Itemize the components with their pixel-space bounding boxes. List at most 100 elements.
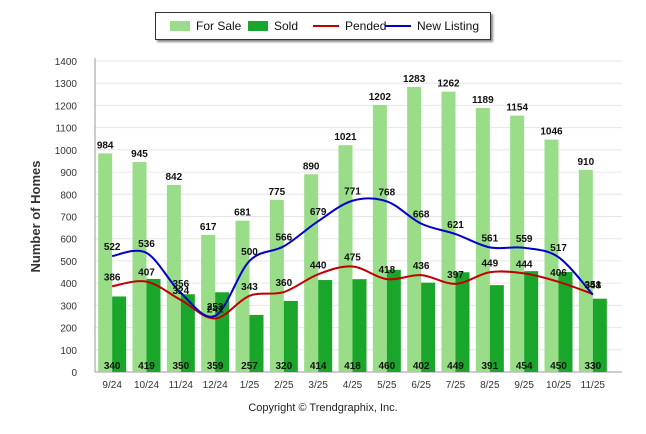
bar-sold	[283, 300, 298, 372]
data-label-new-listing: 768	[378, 187, 395, 198]
x-tick-label: 10/25	[546, 380, 571, 391]
bar-sold	[112, 296, 127, 372]
bar-sold	[524, 271, 539, 372]
data-label-pended: 406	[550, 268, 567, 279]
data-label-for-sale: 1021	[334, 132, 357, 143]
bar-sold	[146, 278, 161, 372]
y-tick-label: 1200	[55, 101, 78, 112]
legend-line-pended	[313, 25, 339, 27]
data-label-sold: 414	[310, 361, 327, 372]
legend-label-pended: Pended	[345, 19, 387, 33]
bar-sold	[386, 269, 401, 372]
data-label-sold: 320	[275, 361, 292, 372]
data-label-new-listing: 559	[516, 234, 533, 245]
legend-label-sold: Sold	[274, 19, 299, 33]
legend-line-new-listing	[385, 25, 411, 27]
data-label-sold: 359	[207, 361, 224, 372]
data-label-for-sale: 984	[97, 140, 114, 151]
bar-sold	[558, 272, 573, 372]
series-line-new-listing	[111, 197, 594, 318]
data-label-pended: 386	[104, 272, 121, 283]
bar-sold	[592, 298, 607, 372]
data-label-new-listing: 679	[310, 207, 327, 218]
x-tick-label: 3/25	[308, 380, 328, 391]
bar-for-sale	[544, 139, 559, 372]
bar-for-sale	[235, 220, 250, 372]
y-tick-label: 400	[60, 279, 77, 290]
label-layer: 984 945 842 617 681 775 890 1021 1202 1283 1262 118…	[97, 74, 602, 372]
data-label-pended: 449	[481, 258, 498, 269]
data-label-sold: 418	[344, 361, 361, 372]
y-tick-label: 300	[60, 301, 77, 312]
bar-sold	[421, 282, 436, 372]
legend-label-new-listing: New Listing	[417, 19, 480, 33]
x-tick-label: 10/24	[134, 380, 159, 391]
bar-for-sale	[510, 115, 525, 372]
data-label-for-sale: 1046	[540, 127, 563, 138]
data-label-sold: 460	[378, 361, 395, 372]
y-tick-label: 100	[60, 346, 77, 357]
series-line-pended	[111, 265, 594, 320]
data-label-sold: 391	[481, 361, 498, 372]
data-label-new-listing: 517	[550, 243, 567, 254]
data-label-sold: 419	[138, 361, 155, 372]
bar-for-sale	[201, 234, 216, 372]
data-label-pended: 436	[413, 261, 430, 272]
data-label-for-sale: 1262	[437, 79, 460, 90]
data-label-sold: 340	[104, 361, 121, 372]
y-tick-label: 0	[71, 368, 77, 379]
data-label-for-sale: 910	[577, 157, 594, 168]
data-label-pended: 444	[516, 259, 533, 270]
legend-item-for-sale: For Sale	[170, 13, 241, 39]
data-label-pended: 343	[241, 282, 258, 293]
legend-item-pended: Pended	[313, 13, 386, 39]
bar-sold	[489, 285, 504, 372]
y-tick-label: 800	[60, 190, 77, 201]
data-label-pended: 440	[310, 260, 327, 271]
data-label-new-listing: 561	[481, 233, 498, 244]
data-label-new-listing: 522	[104, 242, 121, 253]
y-tick-label: 600	[60, 235, 77, 246]
data-label-for-sale: 1154	[506, 103, 528, 114]
y-axis-title: Number of Homes	[28, 161, 43, 273]
bar-for-sale	[407, 86, 422, 372]
y-tick-label: 1000	[55, 146, 78, 157]
data-label-pended: 418	[378, 265, 395, 276]
data-label-pended: 351	[584, 280, 601, 291]
bar-sold	[318, 280, 333, 372]
data-label-new-listing: 621	[447, 220, 464, 231]
bar-for-sale	[98, 153, 113, 372]
legend: For Sale Sold Pended New Listing	[155, 12, 491, 40]
x-tick-label: 11/25	[581, 380, 606, 391]
data-label-for-sale: 1189	[472, 95, 494, 106]
line-layer	[111, 197, 594, 320]
data-label-sold: 350	[172, 361, 189, 372]
bar-sold	[249, 314, 264, 372]
data-label-pended: 360	[275, 278, 292, 289]
x-tick-label: 8/25	[480, 380, 500, 391]
y-tick-label: 200	[60, 324, 77, 335]
data-label-for-sale: 775	[268, 187, 285, 198]
data-label-pended: 241	[207, 304, 224, 315]
data-label-for-sale: 617	[200, 222, 217, 233]
x-tick-label: 2/25	[274, 380, 294, 391]
y-tick-label: 1300	[55, 79, 78, 90]
data-label-for-sale: 945	[131, 149, 148, 160]
y-tick-label: 1400	[55, 57, 78, 68]
data-label-pended: 397	[447, 270, 464, 281]
bar-for-sale	[372, 104, 387, 372]
data-label-for-sale: 890	[303, 161, 320, 172]
legend-item-new-listing: New Listing	[385, 13, 479, 39]
data-label-sold: 450	[550, 361, 567, 372]
legend-item-sold: Sold	[248, 13, 298, 39]
bar-for-sale	[132, 162, 147, 372]
bar-for-sale	[475, 107, 490, 373]
x-tick-label: 4/25	[343, 380, 363, 391]
x-tick-label: 9/24	[102, 380, 122, 391]
data-label-for-sale: 1202	[369, 92, 392, 103]
y-tick-label: 700	[60, 213, 77, 224]
legend-swatch-sold	[248, 21, 268, 31]
data-label-new-listing: 771	[344, 187, 361, 198]
bar-for-sale	[304, 174, 319, 372]
